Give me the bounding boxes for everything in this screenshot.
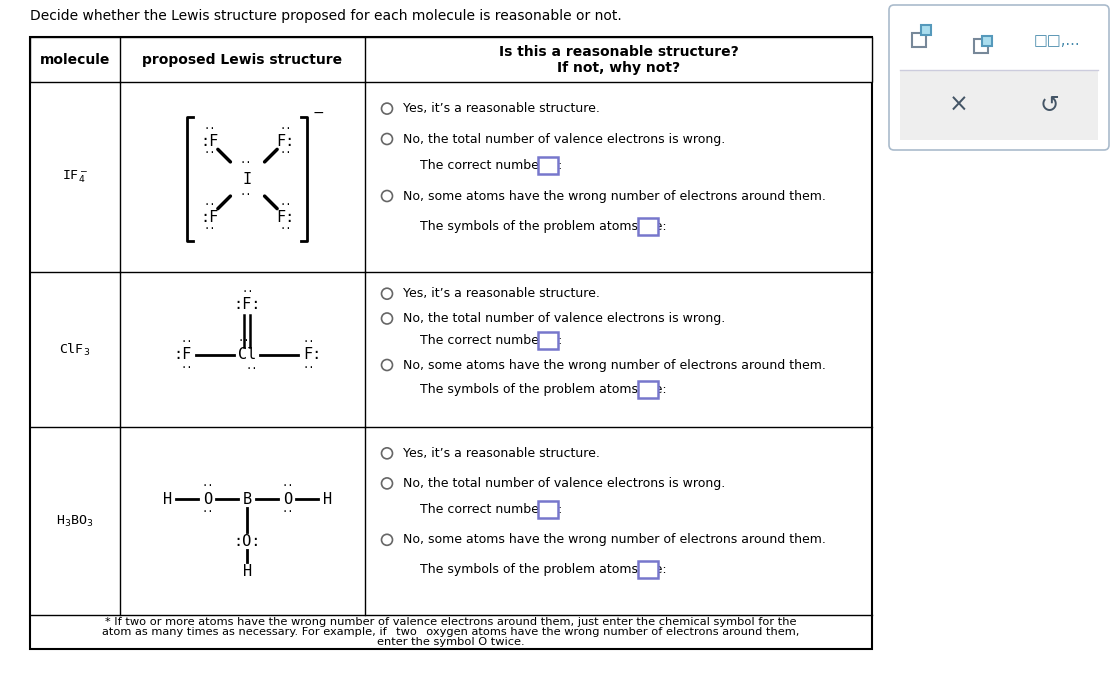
Text: ··: ·· [203,148,216,158]
Text: If not, why not?: If not, why not? [557,60,681,74]
Bar [974,39,987,53]
Text: ×: × [950,93,969,117]
Text: enter the symbol O twice.: enter the symbol O twice. [377,637,525,647]
Bar [900,70,1098,140]
Text: :O:: :O: [234,534,261,548]
Text: H$_3$BO$_3$: H$_3$BO$_3$ [57,513,93,528]
Text: ··: ·· [279,124,291,134]
Text: ··: ·· [237,335,250,346]
Text: The correct number is:: The correct number is: [420,334,563,347]
Text: ··: ·· [203,124,216,134]
Text: Is this a reasonable structure?: Is this a reasonable structure? [498,45,738,58]
Text: The symbols of the problem atoms are:: The symbols of the problem atoms are: [420,383,666,396]
Bar [912,33,926,47]
Text: □□,...: □□,... [1034,32,1081,47]
Text: :F: :F [200,133,219,148]
Text: H: H [242,563,252,578]
Text: ··: ·· [281,481,294,491]
Text: Yes, it’s a reasonable structure.: Yes, it’s a reasonable structure. [403,287,599,300]
Text: ··: ·· [279,200,291,210]
Text: ··: ·· [180,363,192,372]
Text: * If two or more atoms have the wrong number of valence electrons around them, j: * If two or more atoms have the wrong nu… [106,617,797,627]
Text: Decide whether the Lewis structure proposed for each molecule is reasonable or n: Decide whether the Lewis structure propo… [30,9,622,23]
Text: ··: ·· [203,200,216,210]
Text: F:: F: [304,347,321,362]
Text: :F: :F [173,347,191,362]
Text: atom as many times as necessary. For example, if  two  oxygen atoms have the wro: atom as many times as necessary. For exa… [102,627,800,637]
Bar [538,502,558,518]
Text: No, the total number of valence electrons is wrong.: No, the total number of valence electron… [403,312,725,325]
Text: Yes, it’s a reasonable structure.: Yes, it’s a reasonable structure. [403,102,599,115]
Text: ··: ·· [241,286,254,297]
Text: F:: F: [277,133,295,148]
Text: :F: :F [200,210,219,225]
FancyBboxPatch shape [888,5,1109,150]
Text: The correct number is:: The correct number is: [420,503,563,516]
Text: −: − [312,106,324,120]
Text: F:: F: [277,210,295,225]
Bar [921,25,931,35]
Text: ··: ·· [180,337,192,346]
Text: :F:: :F: [234,297,261,312]
Text: Cl: Cl [238,347,257,362]
Text: proposed Lewis structure: proposed Lewis structure [142,52,342,67]
Text: ··: ·· [239,190,251,200]
Text: No, some atoms have the wrong number of electrons around them.: No, some atoms have the wrong number of … [403,359,826,372]
Bar [30,37,872,82]
Bar [538,332,558,349]
Text: The symbols of the problem atoms are:: The symbols of the problem atoms are: [420,563,666,576]
Text: ··: ·· [302,337,315,346]
Text: ··: ·· [203,224,216,234]
Text: No, some atoms have the wrong number of electrons around them.: No, some atoms have the wrong number of … [403,190,826,203]
Text: ··: ·· [201,481,214,491]
Bar [638,218,658,235]
Text: IF$_4^-$: IF$_4^-$ [61,169,88,185]
Text: No, the total number of valence electrons is wrong.: No, the total number of valence electron… [403,477,725,490]
Text: ClF$_3$: ClF$_3$ [59,341,90,357]
Text: molecule: molecule [40,52,110,67]
Text: ··: ·· [246,363,258,374]
Text: Yes, it’s a reasonable structure.: Yes, it’s a reasonable structure. [403,447,599,460]
Text: ··: ·· [201,507,214,517]
Bar [982,36,992,46]
Text: O: O [282,491,292,506]
Text: The symbols of the problem atoms are:: The symbols of the problem atoms are: [420,220,666,233]
Text: ↺: ↺ [1039,93,1059,117]
Text: B: B [242,491,252,506]
Text: O: O [202,491,212,506]
Text: ··: ·· [281,507,294,517]
Text: No, some atoms have the wrong number of electrons around them.: No, some atoms have the wrong number of … [403,533,826,546]
Text: ··: ·· [279,148,291,158]
Text: H: H [322,491,332,506]
Text: I: I [242,172,252,186]
Bar [638,561,658,578]
Bar [538,157,558,174]
Text: H: H [163,491,172,506]
Text: ··: ·· [302,363,315,372]
Text: The correct number is:: The correct number is: [420,159,563,172]
Text: ··: ·· [239,158,251,168]
Bar [638,381,658,398]
Text: ··: ·· [279,224,291,234]
Bar [30,37,872,649]
Text: No, the total number of valence electrons is wrong.: No, the total number of valence electron… [403,133,725,146]
